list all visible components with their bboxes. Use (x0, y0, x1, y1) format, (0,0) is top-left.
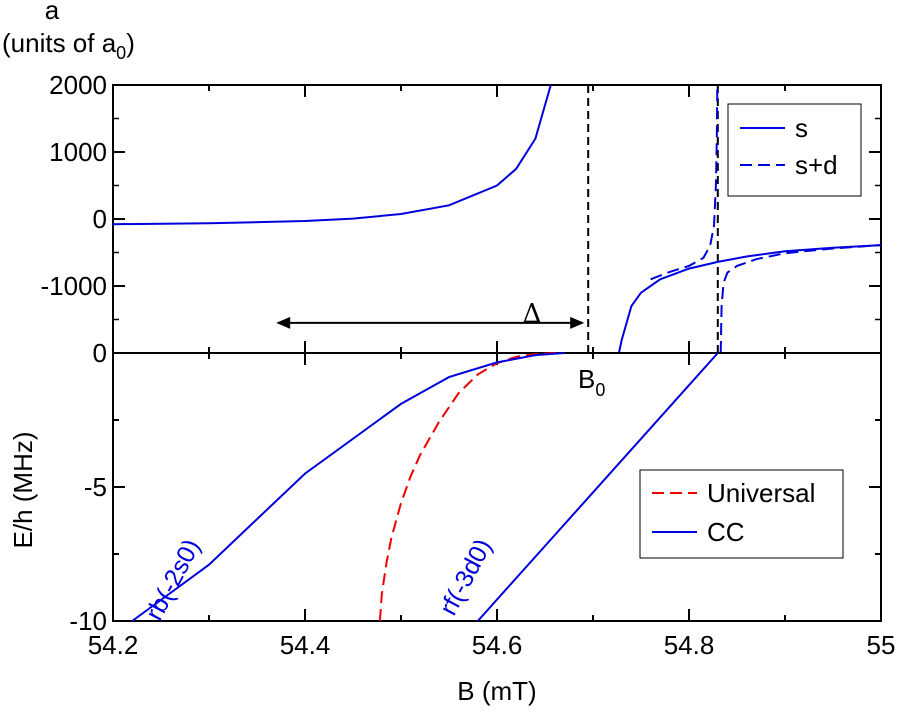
bottom-xtick-label: 54.2 (88, 630, 139, 660)
top-y-ticks: 0 -1000 0 1000 2000 (41, 70, 881, 368)
top-ytick-label: 1000 (49, 137, 107, 167)
b0-label: B0 (578, 364, 605, 400)
series-cc-curve (477, 352, 719, 622)
bottom-legend: Universal CC (639, 469, 844, 559)
top-ylabel-sub: 0 (116, 43, 126, 63)
curve-label: rb(-2s0) (140, 535, 206, 625)
series-cc-curve (131, 352, 565, 622)
top-ytick-label: 0 (93, 204, 107, 234)
top-ylabel-close: ) (126, 28, 135, 58)
top-series (112, 84, 882, 354)
top-ytick-label: 2000 (49, 70, 107, 100)
bottom-curve-labels: rb(-2s0) rf(-3d0) (140, 534, 497, 625)
top-legend: s s+d (727, 103, 862, 197)
bottom-series (131, 352, 719, 622)
top-ylabel-line1: a (45, 0, 60, 25)
bottom-xtick-label: 54.6 (472, 630, 523, 660)
legend-universal-text: Universal (707, 478, 815, 508)
delta-arrow (276, 316, 585, 329)
series-s-d-curve (719, 244, 882, 354)
bottom-xtick-label: 54.4 (280, 630, 331, 660)
legend-cc-text: CC (707, 517, 745, 547)
bottom-ylabel: E/h (MHz) (8, 432, 38, 549)
bottom-ytick-label: -10 (69, 606, 107, 636)
legend-s-text: s (795, 113, 808, 143)
top-legend-box (727, 103, 862, 197)
series-s-d-curve (650, 84, 719, 281)
series-s-curve (617, 244, 882, 354)
b0-sub: 0 (595, 380, 605, 400)
series-s-curve (112, 84, 552, 226)
top-ylabel-line2: (units of a0) (2, 28, 135, 63)
top-ytick-label: -1000 (41, 271, 108, 301)
top-vertical-lines (587, 85, 719, 353)
bottom-ytick-label: -5 (84, 472, 107, 502)
bottom-xlabel: B (mT) (457, 676, 536, 706)
delta-arrow-head-left (276, 316, 291, 329)
legend-sd-text: s+d (795, 150, 838, 180)
top-ylabel-main: (units of a (2, 28, 117, 58)
bottom-legend-box (639, 469, 844, 559)
delta-arrow-head-right (570, 316, 585, 329)
top-ytick-label: 0 (93, 338, 107, 368)
bottom-y-ticks: -10 -5 (69, 419, 881, 636)
b0-main: B (578, 364, 595, 394)
bottom-x-ticks: 54.2 54.4 54.6 54.8 55 (88, 353, 896, 660)
bottom-xtick-label: 55 (867, 630, 896, 660)
bottom-xtick-label: 54.8 (664, 630, 715, 660)
curve-label: rf(-3d0) (434, 534, 497, 620)
series-universal-curve (378, 352, 565, 622)
energy-panel: -10 -5 54.2 54.4 54.6 54.8 55 rb(-2s0) rf(-3d0… (8, 352, 896, 706)
delta-label: Δ (523, 299, 542, 329)
